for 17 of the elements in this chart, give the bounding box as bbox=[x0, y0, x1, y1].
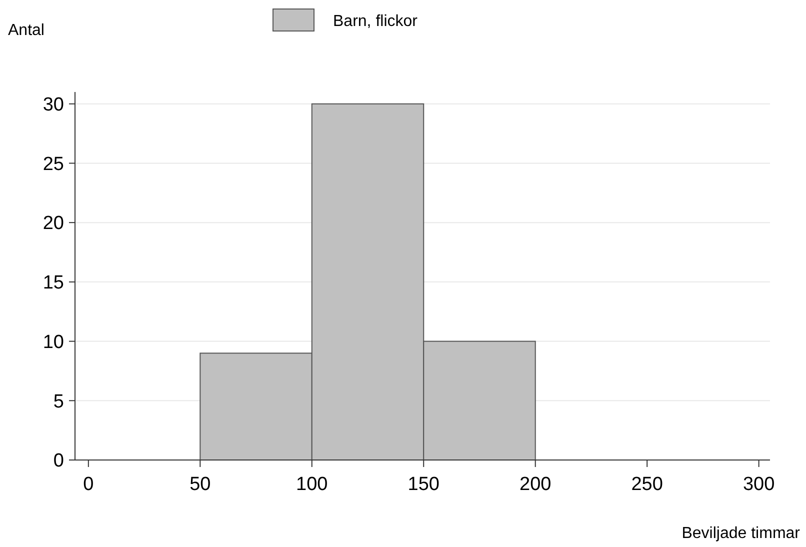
x-tick-label: 100 bbox=[296, 474, 328, 495]
x-tick-label: 0 bbox=[83, 474, 94, 495]
x-axis-title: Beviljade timmar bbox=[682, 525, 801, 542]
y-tick-label: 0 bbox=[53, 450, 64, 472]
y-tick-label: 30 bbox=[42, 94, 64, 116]
y-tick-label: 20 bbox=[42, 213, 64, 234]
y-tick-label: 5 bbox=[53, 391, 64, 412]
y-tick-label: 15 bbox=[42, 272, 64, 294]
y-axis-title: Antal bbox=[8, 22, 44, 39]
y-tick-label: 10 bbox=[42, 332, 64, 353]
x-tick-label: 250 bbox=[631, 474, 663, 495]
y-tick-label: 25 bbox=[42, 154, 64, 175]
x-tick-label: 50 bbox=[190, 474, 211, 495]
x-tick-label: 200 bbox=[520, 474, 552, 495]
x-tick-label: 150 bbox=[408, 474, 440, 495]
x-tick-label: 300 bbox=[742, 474, 775, 495]
legend-label: Barn, flickor bbox=[333, 13, 418, 30]
